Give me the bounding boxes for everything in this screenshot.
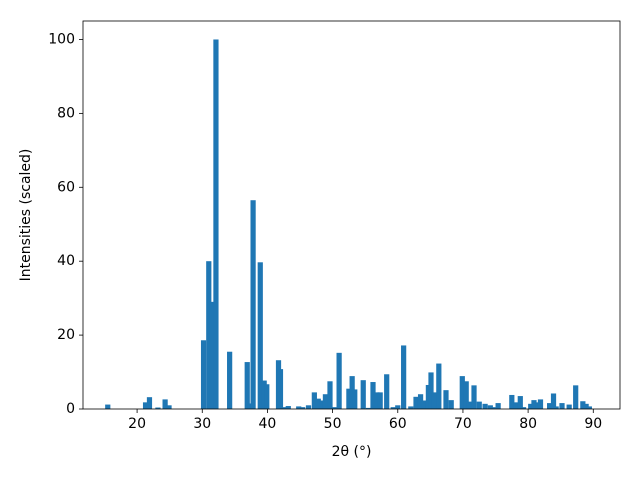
y-tick-label: 20 — [57, 327, 75, 343]
x-tick-label: 30 — [193, 416, 211, 432]
bar — [531, 400, 537, 409]
bar — [513, 402, 519, 409]
bar — [509, 394, 515, 409]
bar — [346, 388, 352, 409]
x-tick-label: 50 — [324, 416, 342, 432]
bar — [166, 405, 172, 409]
bar — [105, 404, 111, 409]
x-tick-label: 90 — [584, 416, 602, 432]
bar — [559, 403, 565, 409]
bar — [305, 405, 312, 409]
bar — [408, 406, 414, 409]
bar — [448, 400, 454, 409]
bar — [285, 406, 291, 409]
bar — [573, 385, 579, 409]
bar — [331, 407, 337, 409]
bar — [583, 403, 589, 409]
bar — [413, 396, 419, 409]
bar — [471, 385, 477, 409]
x-tick-label: 60 — [389, 416, 407, 432]
bar — [370, 382, 376, 409]
bar — [520, 407, 527, 409]
bar — [227, 351, 233, 409]
y-tick-label: 40 — [57, 253, 75, 269]
bar — [377, 392, 383, 409]
x-tick-label: 70 — [454, 416, 472, 432]
bar — [244, 362, 250, 409]
x-axis-label: 2θ (°) — [332, 444, 372, 460]
y-axis-label: Intensities (scaled) — [18, 149, 34, 282]
bar — [390, 407, 396, 409]
bar — [395, 405, 401, 409]
bar — [476, 401, 482, 409]
bar — [550, 393, 557, 409]
bar — [537, 399, 544, 409]
bar — [482, 403, 488, 409]
bar — [264, 384, 270, 409]
bars — [105, 39, 592, 409]
bar — [443, 390, 449, 409]
bar — [281, 407, 287, 409]
bar — [401, 345, 407, 409]
bar — [162, 399, 168, 409]
bar — [352, 389, 358, 409]
bar — [566, 404, 572, 409]
bar — [336, 352, 342, 409]
bar — [374, 392, 380, 409]
bar — [250, 200, 256, 409]
bar — [528, 403, 534, 409]
bar — [517, 396, 523, 409]
bar — [360, 380, 366, 409]
bar — [213, 39, 219, 409]
bar — [311, 392, 317, 409]
bar — [417, 394, 424, 409]
bar — [495, 403, 501, 409]
bar — [431, 392, 437, 409]
bar — [436, 363, 442, 409]
bar — [349, 376, 355, 409]
bar — [327, 381, 333, 409]
bar — [319, 400, 325, 409]
bar — [463, 381, 469, 409]
bar — [322, 394, 329, 409]
bar — [459, 376, 465, 409]
bar — [535, 402, 541, 409]
bar — [206, 261, 212, 409]
axes-frame — [82, 20, 621, 410]
bar — [200, 340, 207, 409]
bar — [580, 401, 586, 409]
bar — [155, 407, 161, 409]
bar — [466, 401, 473, 409]
x-tick-label: 80 — [519, 416, 537, 432]
y-tick-label: 80 — [57, 105, 75, 121]
bar — [209, 301, 215, 409]
bar — [257, 262, 263, 409]
bar — [315, 398, 321, 409]
y-tick-label: 0 — [66, 401, 75, 417]
bar — [586, 406, 592, 409]
bar — [421, 400, 427, 409]
x-tick-label: 20 — [128, 416, 146, 432]
bar — [553, 406, 559, 409]
bar — [300, 407, 306, 409]
bar — [547, 403, 553, 409]
y-tick-label: 100 — [48, 31, 75, 47]
y-tick-label: 60 — [57, 179, 75, 195]
bar — [261, 380, 267, 409]
bar — [142, 402, 149, 409]
x-tick-label: 40 — [259, 416, 277, 432]
bar — [365, 407, 372, 409]
bar — [490, 407, 496, 409]
bar — [384, 374, 390, 409]
bar — [428, 372, 434, 409]
bar — [277, 369, 284, 409]
bar — [296, 406, 302, 409]
bar — [146, 397, 153, 409]
